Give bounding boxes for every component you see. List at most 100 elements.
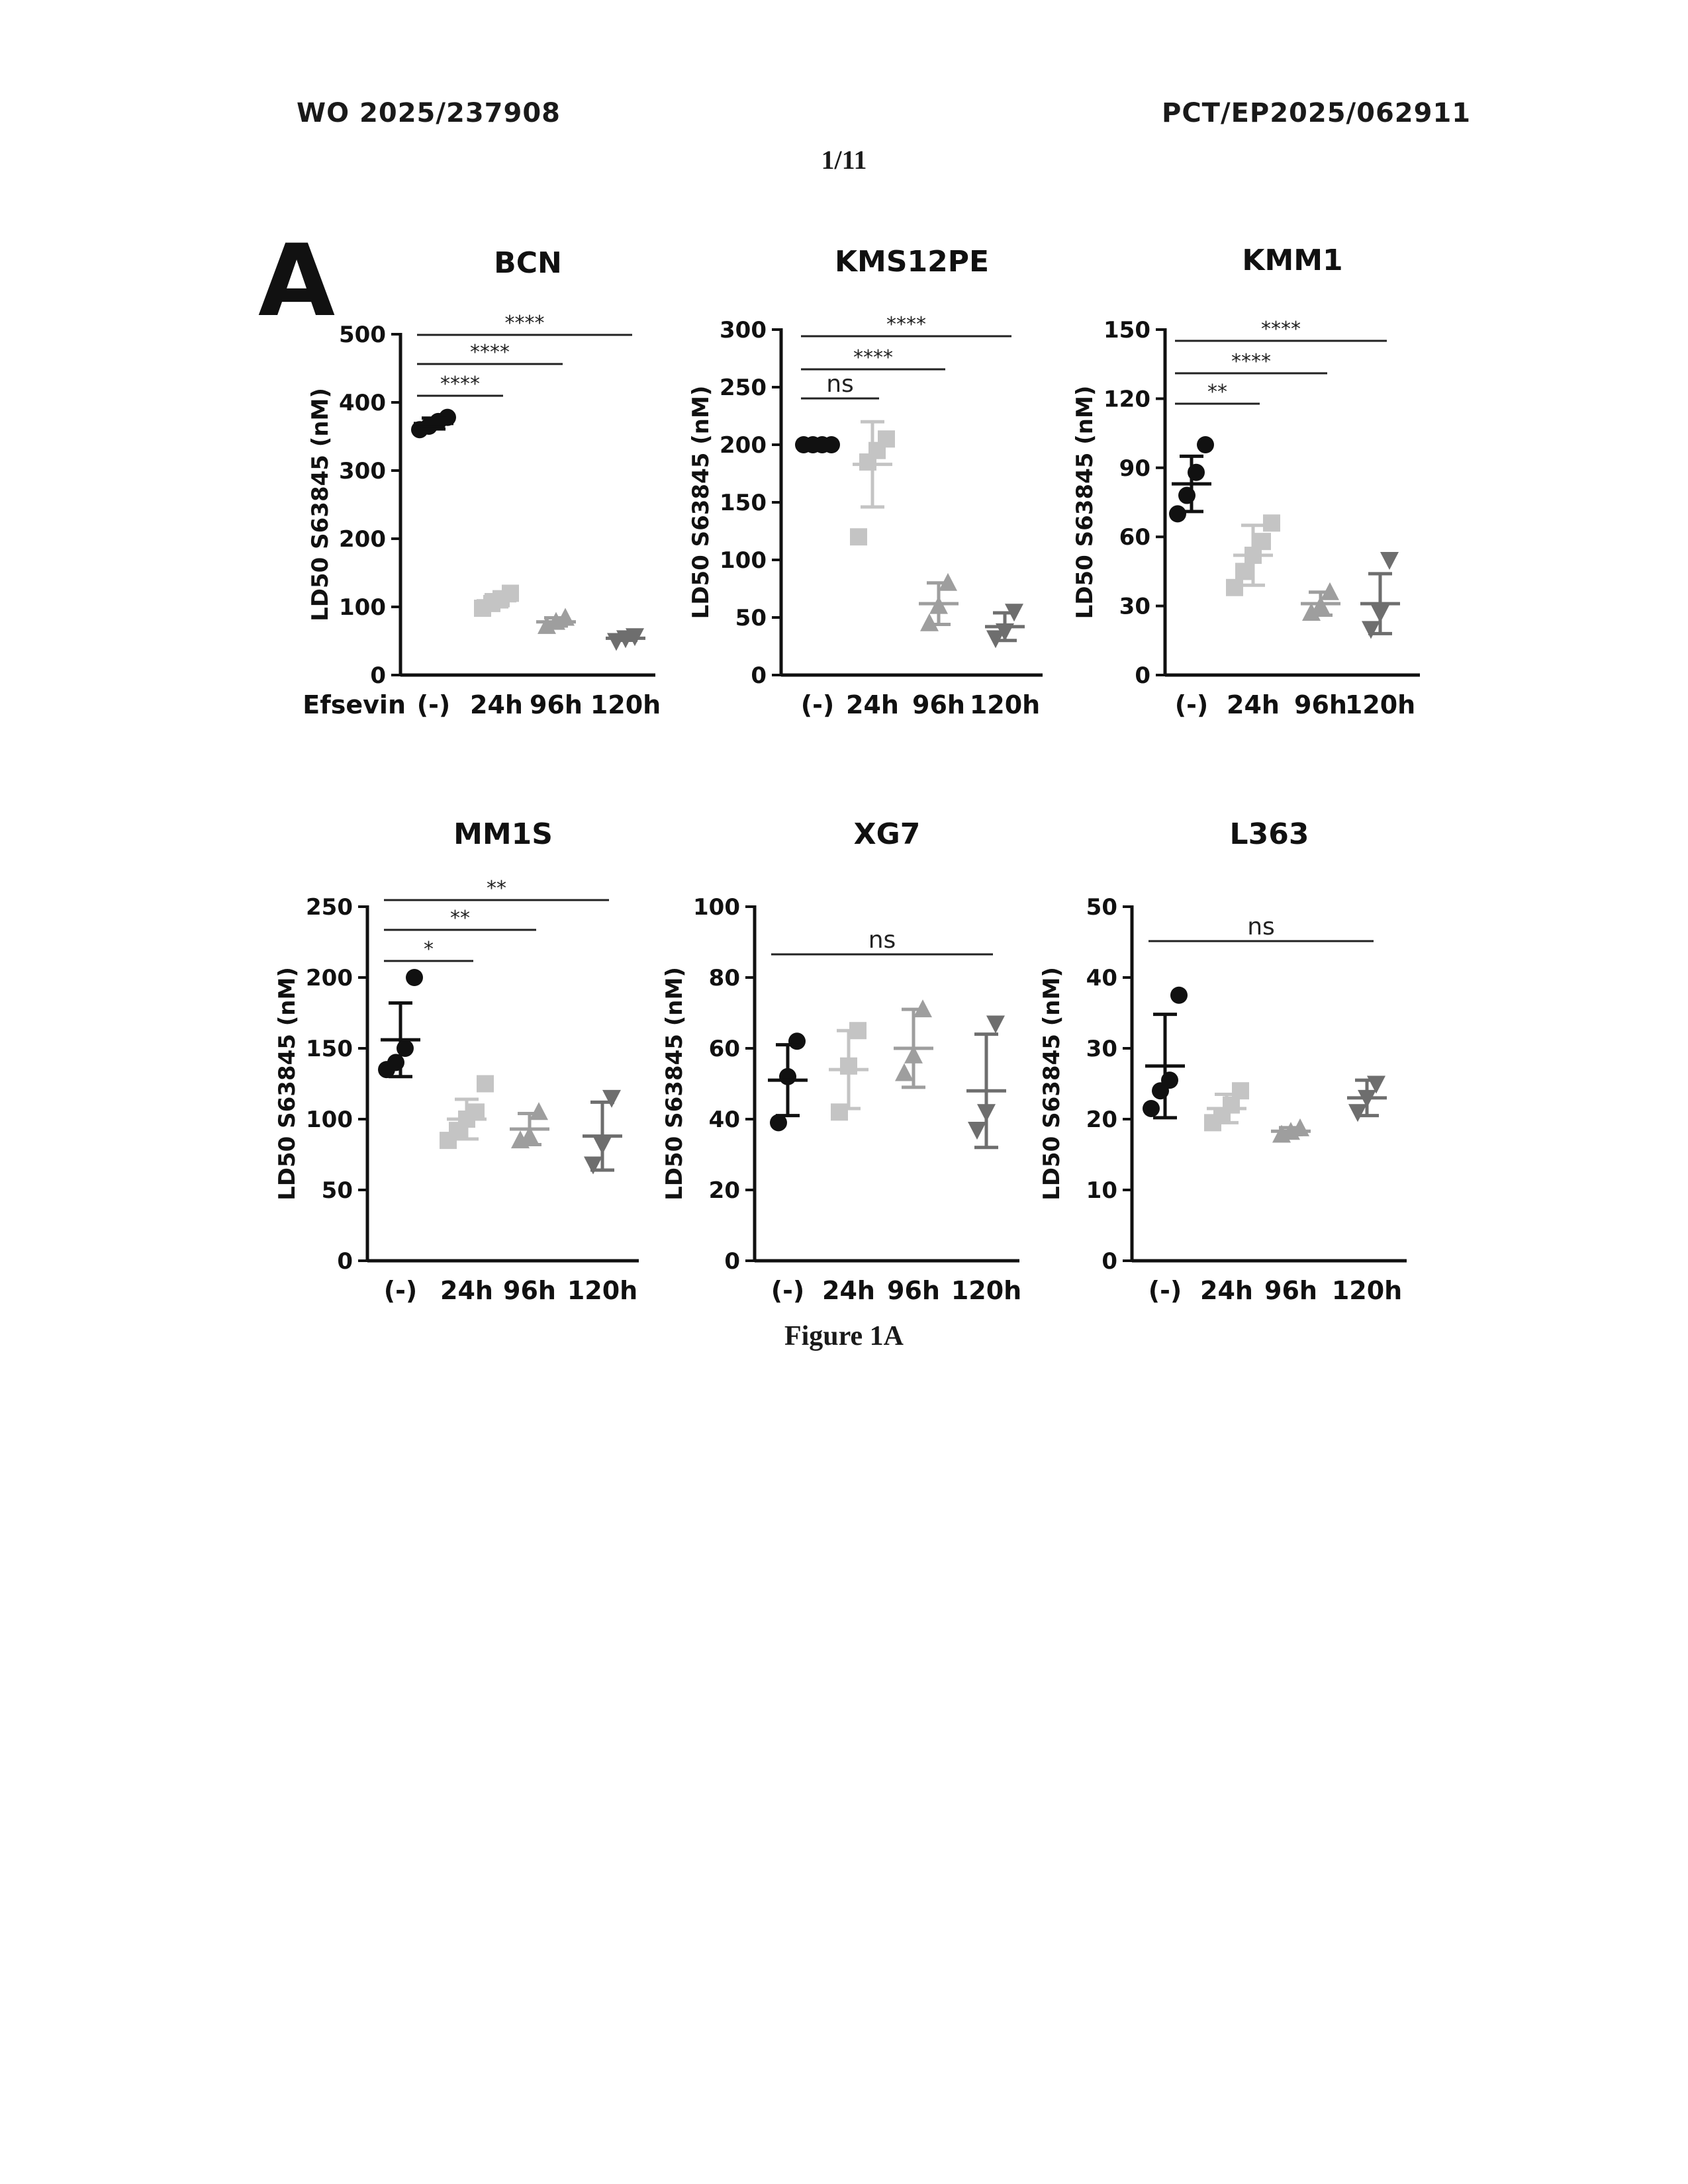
y-tick-label: 90	[1119, 455, 1150, 482]
significance-label: ****	[853, 346, 893, 369]
chart-title: MM1S	[453, 817, 553, 851]
x-tick-label: 96h	[503, 1276, 556, 1305]
data-point	[1143, 1099, 1160, 1117]
chart-panel-mm1s: MM1S 0 50 100 150 200 250 LD50 S63845 (nM) (-) 24…	[274, 817, 639, 1305]
y-axis-label: LD50 S63845 (nM)	[1039, 967, 1065, 1201]
y-tick-label: 100	[720, 547, 767, 574]
y-axis-label: LD50 S63845 (nM)	[307, 388, 334, 621]
significance-label: ****	[1231, 350, 1271, 373]
x-tick-label: 24h	[470, 690, 523, 719]
data-point	[920, 613, 939, 631]
data-point	[878, 430, 895, 448]
x-tick-label: 96h	[1264, 1276, 1317, 1305]
data-point	[584, 1156, 602, 1175]
x-tick-label: 96h	[887, 1276, 940, 1305]
data-point	[895, 1063, 914, 1081]
page-number: 1/11	[821, 145, 867, 175]
data-point	[1348, 1104, 1367, 1122]
x-tick-label: 24h	[440, 1276, 493, 1305]
y-tick-label: 200	[339, 526, 386, 553]
y-tick-label: 50	[1086, 894, 1117, 921]
significance-label: ****	[440, 373, 480, 396]
data-point	[968, 1122, 986, 1140]
significance-label: ns	[1247, 913, 1275, 940]
significance-label: ****	[886, 313, 926, 336]
data-point	[439, 408, 456, 426]
x-tick-label: 120h	[590, 690, 661, 719]
data-point	[1362, 621, 1380, 639]
significance-label: **	[450, 907, 470, 930]
x-tick-label: 120h	[1332, 1276, 1402, 1305]
x-tick-label: 96h	[912, 690, 965, 719]
y-tick-label: 200	[720, 432, 767, 459]
y-tick-label: 50	[322, 1177, 353, 1204]
y-axis-label: LD50 S63845 (nM)	[1072, 386, 1098, 619]
y-tick-label: 100	[693, 894, 740, 921]
data-point	[1235, 563, 1252, 580]
x-tick-label: (-)	[417, 690, 451, 719]
x-tick-label: (-)	[801, 690, 835, 719]
significance-label: ns	[826, 371, 854, 398]
y-tick-label: 300	[339, 458, 386, 484]
significance-label: *	[424, 938, 434, 961]
x-tick-label: 96h	[1294, 690, 1347, 719]
y-tick-label: 150	[1103, 317, 1150, 343]
chart-title: KMS12PE	[835, 245, 989, 279]
y-tick-label: 10	[1086, 1177, 1117, 1204]
chart-title: BCN	[494, 246, 562, 280]
y-tick-label: 40	[709, 1107, 740, 1133]
y-tick-label: 100	[339, 594, 386, 621]
y-tick-label: 120	[1103, 386, 1150, 412]
y-tick-label: 80	[709, 965, 740, 991]
data-point	[406, 969, 423, 986]
y-tick-label: 250	[720, 375, 767, 401]
data-point	[1197, 436, 1214, 453]
y-tick-label: 0	[1102, 1248, 1117, 1275]
y-tick-label: 0	[337, 1248, 353, 1275]
y-tick-label: 500	[339, 322, 386, 348]
x-tick-label: (-)	[1175, 690, 1209, 719]
y-axis-label: LD50 S63845 (nM)	[661, 967, 688, 1201]
chart-panel-xg7: XG7 0 20 40 60 80 100 LD50 S63845 (nM) (-) 24h 96h…	[661, 817, 1021, 1305]
x-tick-label: 120h	[970, 690, 1040, 719]
data-point	[831, 1103, 848, 1121]
significance-label: **	[487, 877, 506, 900]
y-tick-label: 100	[306, 1107, 353, 1133]
y-tick-label: 400	[339, 390, 386, 416]
x-tick-label: 24h	[1200, 1276, 1253, 1305]
x-tick-label: 120h	[951, 1276, 1021, 1305]
y-axis-label: LD50 S63845 (nM)	[688, 386, 714, 619]
x-tick-label: 120h	[567, 1276, 637, 1305]
chart-panel-bcn: BCN 0 100 200 300 400 500 LD50 S63845 (nM) (-) 24…	[303, 246, 661, 719]
chart-title: XG7	[854, 817, 921, 851]
x-tick-label: 96h	[530, 690, 583, 719]
y-tick-label: 30	[1119, 594, 1150, 620]
data-point	[1380, 552, 1399, 570]
y-tick-label: 0	[751, 662, 767, 689]
data-point	[1263, 514, 1280, 532]
x-tick-label: 24h	[1227, 690, 1280, 719]
y-tick-label: 60	[1119, 524, 1150, 551]
data-point	[1232, 1082, 1249, 1100]
y-tick-label: 0	[1135, 662, 1150, 689]
y-tick-label: 20	[709, 1177, 740, 1204]
y-tick-label: 300	[720, 317, 767, 343]
chart-panel-kms12pe: KMS12PE 0 50 100 150 200 250 300 LD50 S63845 (nM…	[688, 245, 1043, 719]
data-point	[602, 1089, 621, 1108]
data-point	[1169, 505, 1186, 523]
y-tick-label: 0	[370, 662, 386, 689]
chart-panel-kmm1: KMM1 0 30 60 90 120 150 LD50 S63845 (nM) (-) 24h 9…	[1072, 244, 1420, 719]
data-point	[530, 1102, 548, 1120]
y-tick-label: 30	[1086, 1036, 1117, 1062]
y-tick-label: 50	[735, 605, 767, 631]
y-axis-label: LD50 S63845 (nM)	[274, 967, 301, 1201]
patent-number: WO 2025/237908	[297, 98, 561, 128]
y-tick-label: 250	[306, 894, 353, 921]
x-tick-label: (-)	[384, 1276, 418, 1305]
x-tick-label: (-)	[771, 1276, 805, 1305]
data-point	[477, 1075, 494, 1093]
data-point	[770, 1114, 787, 1132]
y-tick-label: 150	[306, 1036, 353, 1062]
chart-title: L363	[1230, 817, 1309, 851]
